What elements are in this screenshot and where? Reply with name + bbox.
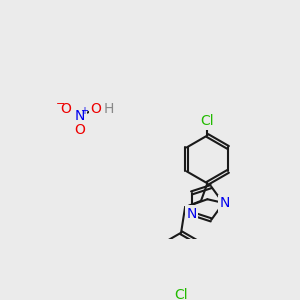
Text: −: − (56, 99, 65, 110)
Text: N: N (220, 196, 230, 210)
Text: N: N (186, 206, 197, 220)
Text: N: N (75, 109, 85, 123)
Text: H: H (103, 102, 114, 116)
Text: O: O (90, 102, 101, 116)
Text: Cl: Cl (174, 288, 188, 300)
Text: Cl: Cl (201, 114, 214, 128)
Text: O: O (74, 123, 85, 137)
Text: O: O (60, 102, 71, 116)
Text: +: + (80, 106, 88, 116)
